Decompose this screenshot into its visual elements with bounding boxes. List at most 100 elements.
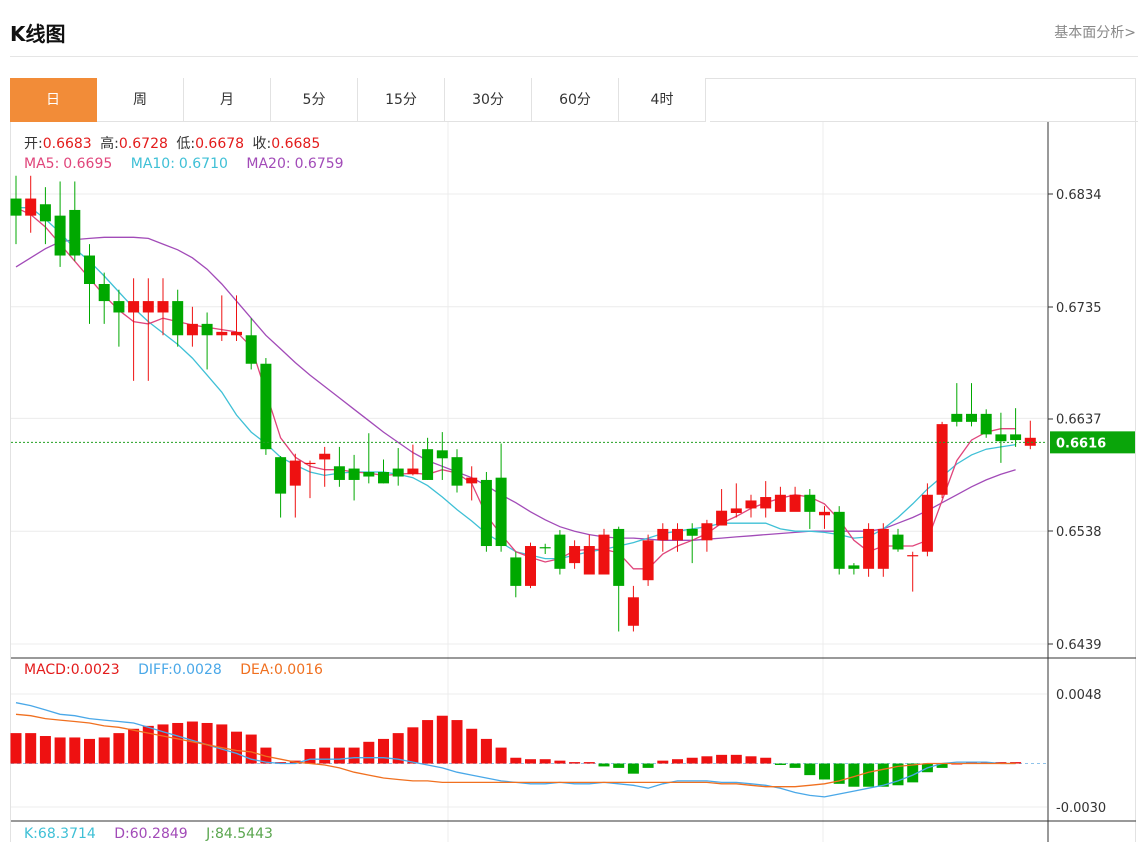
candle-body [392, 468, 404, 477]
macd-bar [98, 737, 110, 764]
candle-body [966, 413, 977, 422]
ma20-label: MA20: [246, 156, 291, 172]
candle [260, 358, 272, 455]
candle [877, 523, 889, 577]
close-label: 收: [252, 136, 272, 152]
candle-body [113, 301, 125, 313]
high-label: 高: [100, 136, 119, 152]
candle [569, 540, 581, 569]
candle [774, 486, 786, 512]
dea-value: 0.0016 [273, 662, 323, 678]
candle-body [304, 462, 316, 465]
fundamental-analysis-link[interactable]: 基本面分析> [1054, 25, 1136, 41]
kdj-d-label: D: [114, 826, 130, 842]
period-tabs: 日 周 月 5分 15分 30分 60分 4时 [10, 78, 706, 122]
macd-bar [113, 733, 125, 764]
candle [378, 459, 389, 484]
candle-body [951, 413, 963, 422]
candle-body [921, 494, 933, 552]
macd-bar [128, 728, 140, 764]
tab-day[interactable]: 日 [10, 78, 97, 122]
kdj-j-value: 84.5443 [214, 826, 273, 842]
candle [54, 181, 66, 267]
candle [128, 278, 140, 381]
candle-body [980, 413, 992, 435]
diff-label: DIFF: [138, 662, 173, 678]
candle-body [877, 528, 889, 569]
candle-body [804, 494, 816, 512]
candle [995, 412, 1007, 463]
candle [716, 489, 728, 526]
tab-5min[interactable]: 5分 [271, 78, 358, 122]
candle-body [525, 546, 536, 586]
candle-body [833, 511, 845, 569]
candle [304, 460, 316, 499]
candle-body [275, 457, 287, 494]
candle-body [1010, 434, 1022, 441]
ma5-label: MA5: [24, 156, 60, 172]
candle-body [701, 523, 713, 541]
candle [39, 187, 51, 245]
candle-body [510, 557, 522, 586]
candle [10, 175, 22, 245]
ma10-value: 0.6710 [178, 156, 228, 172]
price-tick-label: 0.6834 [1056, 188, 1102, 203]
macd-bar [569, 762, 581, 764]
candle-body [466, 477, 478, 484]
candle-body [231, 331, 242, 336]
candle [172, 289, 184, 347]
macd-bar [539, 759, 551, 764]
macd-bar [1010, 762, 1022, 764]
candle-body [142, 301, 154, 313]
macd-bar [260, 747, 272, 764]
candle-body [583, 546, 595, 575]
macd-label: MACD: [24, 662, 71, 678]
kdj-d-value: 60.2849 [129, 826, 188, 842]
macd-bar [495, 747, 507, 764]
macd-bar [348, 747, 360, 764]
macd-bar [892, 763, 904, 786]
candle [1010, 408, 1022, 447]
macd-bar [84, 738, 95, 764]
macd-bar [995, 762, 1007, 764]
macd-bar [466, 728, 478, 764]
tab-30min[interactable]: 30分 [445, 78, 532, 122]
candle-body [995, 434, 1007, 442]
price-tick-label: 0.6735 [1056, 301, 1102, 316]
candle [186, 306, 198, 347]
ma10-label: MA10: [130, 156, 175, 172]
candle-body [848, 565, 860, 569]
candle [627, 585, 639, 632]
macd-bar [907, 763, 919, 783]
diff-value: 0.0028 [172, 662, 222, 678]
candle-body [686, 528, 698, 536]
ma-info: MA5: 0.6695 MA10: 0.6710 MA20: 0.6759 [24, 156, 348, 172]
macd-bar [980, 762, 992, 764]
macd-bar [554, 760, 566, 764]
candle [231, 295, 242, 341]
tab-month[interactable]: 月 [184, 78, 271, 122]
macd-bar [627, 763, 639, 774]
macd-bar [25, 733, 37, 764]
tab-15min[interactable]: 15分 [358, 78, 445, 122]
candle-body [569, 546, 581, 564]
candle [966, 383, 977, 427]
tab-week[interactable]: 周 [97, 78, 184, 122]
macd-bar [863, 763, 875, 787]
tab-60min[interactable]: 60分 [532, 78, 619, 122]
candle-body [716, 510, 728, 526]
tab-4hour[interactable]: 4时 [619, 78, 706, 122]
candle [745, 494, 757, 518]
macd-bar [686, 757, 698, 764]
macd-bar [774, 763, 786, 765]
candle-body [260, 363, 272, 450]
macd-bar [69, 737, 81, 764]
candle [701, 519, 713, 552]
candle [848, 563, 860, 575]
macd-bar [407, 727, 419, 764]
candle-body [348, 468, 360, 480]
candle-body [892, 534, 904, 550]
candle-body [936, 424, 948, 495]
candle [157, 278, 169, 336]
